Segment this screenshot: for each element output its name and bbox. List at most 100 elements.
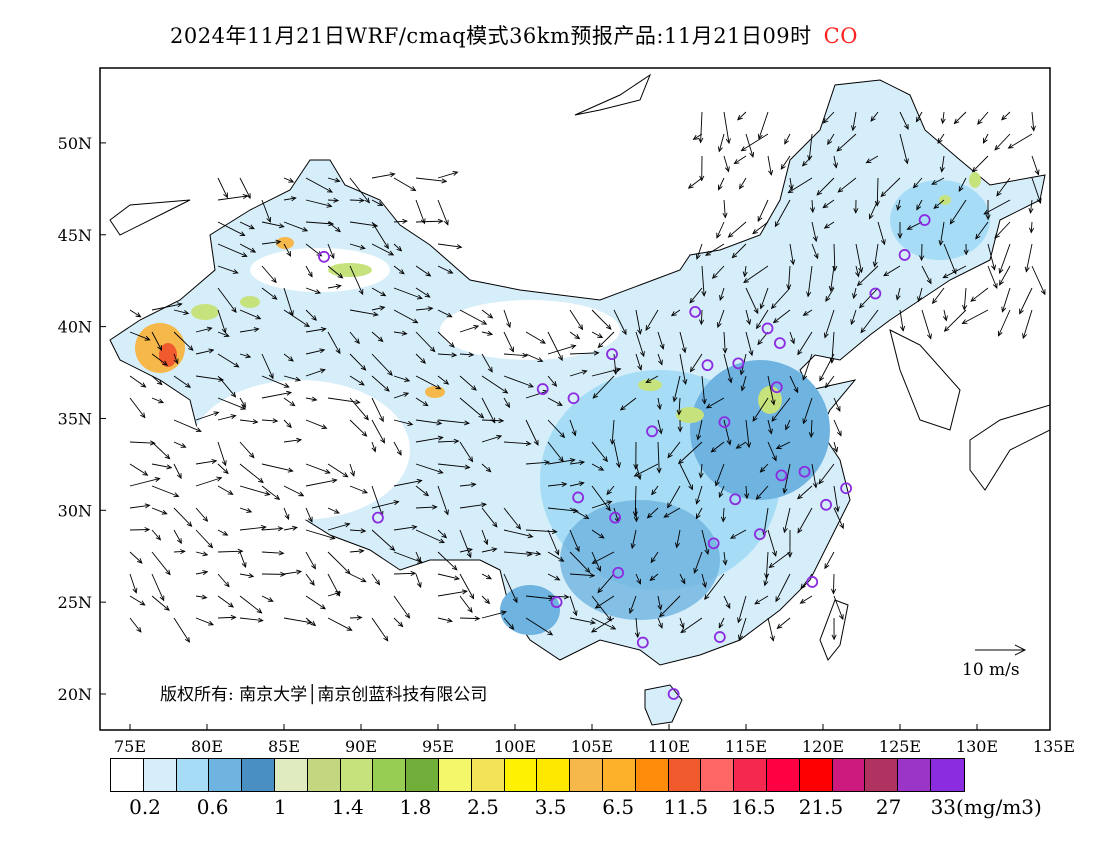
wind-arrow bbox=[437, 170, 459, 179]
colorbar-label: 1 bbox=[273, 795, 287, 819]
concentration-hotspot bbox=[159, 343, 177, 367]
wind-arrow bbox=[327, 522, 351, 531]
wind-arrow bbox=[415, 353, 426, 364]
wind-arrow bbox=[503, 375, 535, 388]
wind-arrow bbox=[481, 330, 494, 336]
wind-arrow bbox=[569, 481, 585, 487]
lon-tick-label: 125E bbox=[879, 737, 921, 756]
wind-arrow bbox=[714, 463, 725, 487]
wind-arrow bbox=[982, 133, 989, 144]
wind-arrow bbox=[239, 441, 255, 459]
wind-arrow bbox=[283, 437, 303, 443]
wind-arrow bbox=[796, 485, 813, 500]
wind-arrow bbox=[591, 529, 605, 539]
wind-arrow bbox=[591, 551, 615, 564]
wind-arrow bbox=[915, 111, 923, 123]
wind-arrow bbox=[701, 375, 707, 405]
wind-arrow bbox=[729, 529, 747, 539]
lake-baikal bbox=[574, 73, 652, 116]
wind-arrow bbox=[503, 573, 518, 604]
wind-arrow bbox=[613, 309, 627, 336]
wind-arrow bbox=[912, 177, 923, 189]
wind-arrow bbox=[305, 529, 336, 540]
station-marker bbox=[729, 493, 742, 506]
wind-arrow bbox=[853, 199, 859, 214]
station-marker bbox=[612, 566, 625, 579]
wind-arrow bbox=[503, 309, 511, 329]
colorbar-label: 27 bbox=[875, 795, 902, 819]
wind-arrow bbox=[718, 485, 725, 499]
wind-arrow bbox=[677, 441, 703, 465]
wind-arrow bbox=[738, 617, 747, 641]
wind-arrow bbox=[759, 287, 769, 310]
wind-arrow bbox=[547, 397, 563, 406]
wind-arrow bbox=[129, 463, 149, 476]
wind-arrow bbox=[327, 221, 341, 233]
wind-arrow bbox=[635, 309, 643, 335]
wind-arrow bbox=[437, 529, 448, 539]
wind-arrow bbox=[1029, 221, 1035, 234]
wind-arrow bbox=[129, 551, 143, 564]
wind-arrow bbox=[663, 507, 681, 518]
lon-tick-label: 120E bbox=[802, 737, 844, 756]
wind-arrow bbox=[1007, 133, 1033, 149]
wind-arrow bbox=[459, 324, 480, 333]
wind-arrow bbox=[503, 529, 534, 539]
wind-arrow bbox=[261, 390, 293, 399]
wind-arrow bbox=[569, 572, 596, 578]
wind-arrow bbox=[349, 221, 379, 228]
lon-tick-label: 85E bbox=[268, 737, 300, 756]
wind-arrow bbox=[933, 199, 945, 210]
wind-arrow bbox=[591, 485, 611, 512]
wind-arrow bbox=[283, 221, 309, 232]
wind-arrow bbox=[217, 353, 240, 368]
wind-arrow bbox=[547, 551, 565, 562]
wind-arrow bbox=[459, 502, 487, 509]
wind-arrow bbox=[591, 595, 612, 622]
wind-arrow bbox=[261, 463, 294, 473]
wind-arrow bbox=[173, 617, 190, 643]
concentration-field bbox=[109, 79, 1046, 666]
taiwan-outline bbox=[819, 599, 849, 661]
wind-arrow bbox=[650, 551, 659, 564]
wind-arrow bbox=[722, 331, 728, 354]
wind-arrow bbox=[415, 485, 430, 497]
wind-arrow bbox=[591, 500, 613, 509]
vector-legend-arrow bbox=[975, 644, 1027, 656]
wind-arrow bbox=[129, 595, 146, 606]
wind-arrow bbox=[775, 441, 791, 450]
concentration-hotspot bbox=[191, 304, 219, 320]
wind-arrow bbox=[437, 265, 454, 274]
wind-arrow bbox=[151, 595, 170, 611]
wind-arrow bbox=[771, 397, 791, 422]
station-marker bbox=[636, 636, 649, 649]
wind-arrow bbox=[1001, 287, 1011, 313]
wind-arrow bbox=[983, 199, 1011, 215]
station-marker bbox=[918, 214, 931, 226]
wind-arrow bbox=[239, 507, 253, 513]
wind-arrow bbox=[731, 243, 747, 259]
wind-arrow bbox=[349, 197, 365, 203]
wind-arrow bbox=[151, 353, 169, 366]
wind-arrow bbox=[459, 397, 485, 419]
wind-arrow bbox=[195, 529, 214, 549]
wind-arrow bbox=[437, 551, 458, 571]
wind-arrow bbox=[151, 397, 165, 404]
wind-arrow bbox=[942, 309, 948, 322]
lon-tick-label: 135E bbox=[1033, 737, 1075, 756]
wind-arrow bbox=[393, 265, 405, 275]
lon-tick-label: 80E bbox=[191, 737, 223, 756]
wind-arrow bbox=[649, 573, 659, 582]
wind-arrow bbox=[217, 463, 229, 475]
wind-arrow bbox=[856, 265, 879, 287]
wind-arrow bbox=[129, 309, 142, 318]
wind-arrow bbox=[825, 287, 835, 302]
colorbar-label: 1.8 bbox=[399, 795, 432, 819]
wind-arrow bbox=[633, 507, 639, 523]
wind-arrow bbox=[151, 529, 162, 541]
wind-arrow bbox=[481, 463, 492, 473]
colorbar-label: 6.5 bbox=[602, 795, 635, 819]
wind-arrow bbox=[667, 441, 681, 459]
wind-arrow bbox=[680, 617, 703, 634]
colorbar-swatch bbox=[373, 759, 407, 791]
